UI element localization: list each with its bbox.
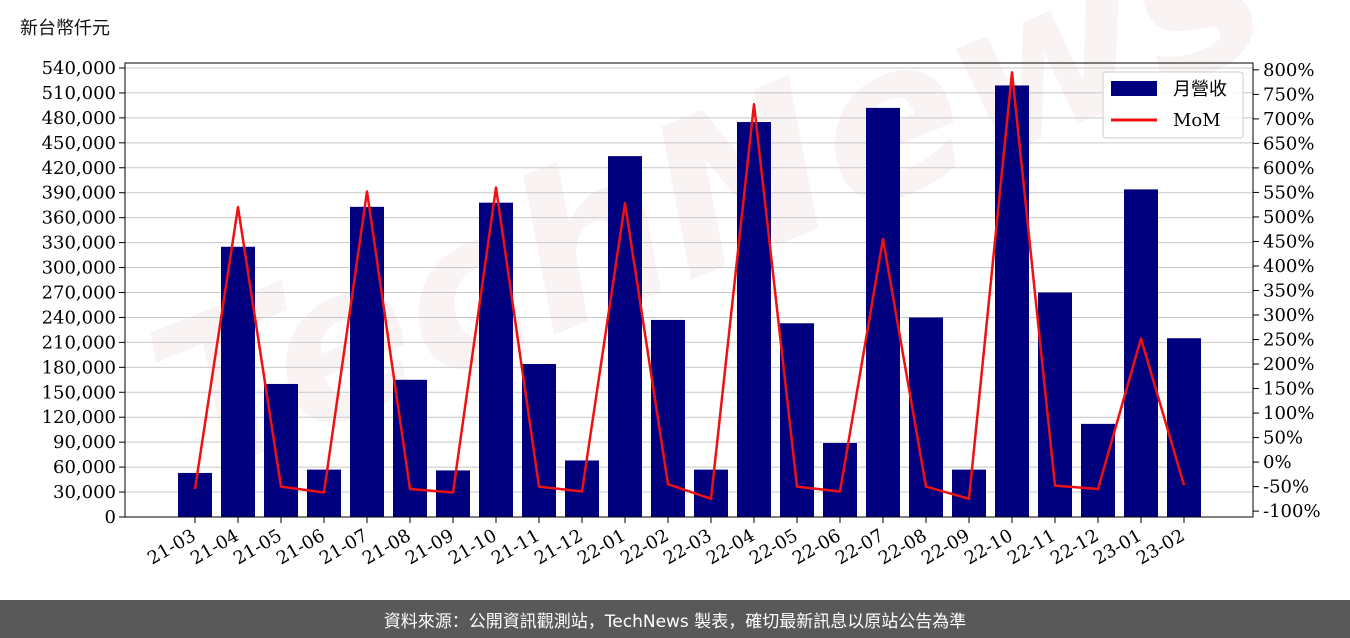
legend-label-revenue: 月營收 <box>1173 79 1227 100</box>
y-left-tick-label: 510,000 <box>42 83 116 104</box>
x-tick-label: 22-04 <box>703 525 758 569</box>
revenue-bar <box>350 206 384 517</box>
x-tick-label: 22-11 <box>1004 525 1059 569</box>
y-right-tick-label: 0% <box>1263 452 1292 473</box>
x-tick-label: 21-07 <box>316 525 371 569</box>
mom-line-layer <box>193 71 1186 501</box>
y-right-tick-label: 750% <box>1263 84 1314 105</box>
revenue-bar <box>221 246 255 517</box>
y-left-tick-label: 120,000 <box>42 407 116 428</box>
y-right-tick-label: 350% <box>1263 280 1314 301</box>
grid-lines <box>125 67 1253 518</box>
y-left-tick-label: 210,000 <box>42 332 116 353</box>
y-left-tick-label: 360,000 <box>42 208 116 229</box>
x-tick-label: 22-02 <box>617 525 672 569</box>
y-left-tick-label: 420,000 <box>42 158 116 179</box>
revenue-bar <box>995 85 1029 517</box>
y-right-tick-label: -50% <box>1263 477 1309 498</box>
y-right-tick-label: 200% <box>1263 354 1314 375</box>
legend-swatch-bar <box>1111 81 1157 96</box>
y-left-tick-label: 450,000 <box>42 133 116 154</box>
y-right-tick-label: 700% <box>1263 109 1314 130</box>
y-right-tick-label: 100% <box>1263 403 1314 424</box>
x-tick-label: 22-01 <box>574 525 629 569</box>
y-left-tick-label: 180,000 <box>42 357 116 378</box>
unit-label: 新台幣仟元 <box>20 18 110 39</box>
x-tick-label: 21-11 <box>488 525 543 569</box>
y-right-tick-label: 50% <box>1263 428 1303 449</box>
y-right-tick-label: 150% <box>1263 379 1314 400</box>
source-footer: 資料來源：公開資訊觀測站，TechNews 製表，確切最新訊息以原站公告為準 <box>0 600 1350 638</box>
y-right-tick-label: 600% <box>1263 158 1314 179</box>
y-left-tick-label: 270,000 <box>42 282 116 303</box>
legend: 月營收 MoM <box>1102 71 1244 139</box>
x-tick-label: 22-03 <box>660 525 715 569</box>
x-tick-label: 22-12 <box>1047 525 1102 569</box>
y-left-tick-label: 330,000 <box>42 233 116 254</box>
y-left-tick-label: 240,000 <box>42 307 116 328</box>
y-right-tick-label: 800% <box>1263 60 1314 81</box>
x-tick-label: 22-06 <box>789 525 844 569</box>
revenue-bar <box>1081 423 1115 517</box>
y-left-tick-label: 30,000 <box>53 482 116 503</box>
y-left-tick-label: 150,000 <box>42 382 116 403</box>
x-tick-label: 23-02 <box>1133 525 1188 569</box>
revenue-bar <box>178 472 212 517</box>
y-right-tick-label: 550% <box>1263 182 1314 203</box>
revenue-bars <box>178 85 1201 518</box>
x-tick-label: 22-07 <box>832 525 887 569</box>
y-left-tick-label: 90,000 <box>53 432 116 453</box>
revenue-bar <box>522 364 556 517</box>
y-left-tick-label: 540,000 <box>42 58 116 79</box>
legend-label-mom: MoM <box>1173 110 1221 131</box>
y-left-tick-label: 60,000 <box>53 457 116 478</box>
revenue-bar <box>823 442 857 517</box>
revenue-bar <box>608 156 642 517</box>
x-tick-label: 21-12 <box>531 525 586 569</box>
x-tick-label: 21-04 <box>187 525 242 569</box>
x-tick-label: 21-08 <box>359 525 414 569</box>
y-right-tick-label: -100% <box>1263 501 1321 522</box>
y-left-tick-label: 300,000 <box>42 258 116 279</box>
x-tick-label: 23-01 <box>1090 525 1145 569</box>
y-right-tick-label: 500% <box>1263 207 1314 228</box>
x-tick-label: 22-10 <box>961 525 1016 569</box>
revenue-bar <box>737 122 771 518</box>
y-left-tick-label: 480,000 <box>42 108 116 129</box>
y-right-tick-label: 250% <box>1263 330 1314 351</box>
revenue-bar <box>1167 338 1201 517</box>
y-right-tick-label: 300% <box>1263 305 1314 326</box>
y-right-tick-label: 400% <box>1263 256 1314 277</box>
y-right-tick-label: 450% <box>1263 231 1314 252</box>
x-tick-label: 22-05 <box>746 525 801 569</box>
revenue-bar <box>479 202 513 517</box>
x-tick-label: 21-10 <box>445 525 500 569</box>
y-right-tick-label: 650% <box>1263 133 1314 154</box>
y-left-tick-label: 390,000 <box>42 183 116 204</box>
x-tick-label: 21-06 <box>273 525 328 569</box>
revenue-bar <box>1124 189 1158 517</box>
x-tick-label: 21-05 <box>230 525 285 569</box>
revenue-chart: 0 30,000 60,000 90,000 120,000 150,000 180,000… <box>42 58 1321 569</box>
y-left-tick-label: 0 <box>105 507 116 528</box>
x-tick-label: 22-08 <box>875 525 930 569</box>
x-tick-label: 21-09 <box>402 525 457 569</box>
mom-line <box>193 71 1186 501</box>
x-tick-label: 21-03 <box>144 525 199 569</box>
x-tick-label: 22-09 <box>918 525 973 569</box>
